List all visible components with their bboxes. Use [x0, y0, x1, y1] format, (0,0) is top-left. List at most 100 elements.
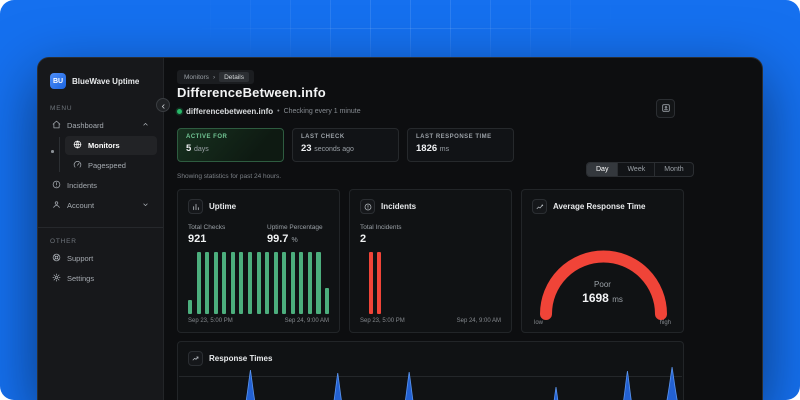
alert-circle-icon	[52, 180, 61, 191]
sidebar-item-label: Monitors	[88, 141, 120, 150]
breadcrumb-separator: ›	[212, 73, 216, 81]
card-title: Uptime	[209, 202, 237, 211]
status-up-dot	[177, 109, 182, 114]
sidebar-item-label: Pagespeed	[88, 161, 126, 170]
tab-month[interactable]: Month	[654, 163, 692, 176]
status-card-value: 23 seconds ago	[301, 143, 354, 154]
card-header: Incidents	[360, 199, 501, 214]
card-header: Uptime	[188, 199, 329, 214]
incidents-card: Incidents Total Incidents 2 Sep 23, 5:00…	[349, 189, 512, 333]
monitor-status-row: differencebetween.info • Checking every …	[177, 107, 361, 116]
x-end-label: Sep 24, 9:00 AM	[284, 318, 329, 324]
sidebar-item-label: Settings	[67, 274, 95, 283]
card-header: Response Times	[178, 342, 683, 366]
home-icon	[52, 120, 61, 131]
dashboard-subnav: Monitors Pagespeed	[51, 136, 163, 175]
uptime-metrics: Total Checks 921 Uptime Percentage 99.7 …	[188, 224, 329, 245]
status-cards-row: ACTIVE FOR 5 days LAST CHECK 23 seconds …	[177, 128, 514, 162]
card-title: Response Times	[209, 354, 273, 363]
sidebar-item-label: Account	[67, 201, 95, 210]
total-incidents-metric: Total Incidents 2	[360, 224, 402, 245]
chevron-up-icon	[142, 121, 149, 130]
sidebar-item-pagespeed[interactable]: Pagespeed	[65, 156, 157, 175]
avg-response-time-card: Average Response Time Poor 1698 ms low h…	[521, 189, 684, 333]
uptime-bar-chart[interactable]	[188, 252, 330, 314]
range-tabs: Day Week Month	[586, 162, 694, 177]
gauge-max-label: high	[659, 320, 671, 326]
app-logo: BU	[50, 73, 66, 89]
lifebuoy-icon	[52, 253, 61, 264]
line-chart-icon	[532, 199, 547, 214]
gear-icon	[52, 273, 61, 284]
card-title: Incidents	[381, 202, 417, 211]
trend-line-icon	[188, 351, 203, 366]
gauge-value: 1698 ms	[582, 291, 623, 305]
sidebar-item-label: Support	[67, 254, 94, 263]
incidents-bar-chart[interactable]	[360, 252, 501, 314]
bar-chart-icon	[188, 199, 203, 214]
active-for-card: ACTIVE FOR 5 days	[177, 128, 284, 162]
stat-cards-row: Uptime Total Checks 921 Uptime Percentag…	[177, 189, 684, 333]
sidebar-collapse-button[interactable]	[156, 98, 170, 112]
sidebar-item-dashboard[interactable]: Dashboard	[44, 116, 157, 135]
x-start-label: Sep 23, 5:00 PM	[188, 318, 233, 324]
app-window: BU BlueWave Uptime MENU Dashboard	[37, 57, 763, 400]
sidebar-item-settings[interactable]: Settings	[44, 269, 157, 288]
sidebar: BU BlueWave Uptime MENU Dashboard	[38, 58, 170, 400]
total-checks-metric: Total Checks 921	[188, 224, 226, 245]
brand-row: BU BlueWave Uptime	[38, 58, 163, 89]
tab-week[interactable]: Week	[617, 163, 654, 176]
status-card-label: LAST CHECK	[301, 134, 345, 140]
response-times-area-chart[interactable]	[179, 362, 682, 400]
settings-panel-icon	[661, 101, 671, 116]
gauge-status-label: Poor	[594, 280, 611, 289]
response-time-gauge[interactable]	[532, 244, 675, 322]
uptime-percentage-metric: Uptime Percentage 99.7 %	[267, 224, 323, 245]
person-icon	[52, 200, 61, 211]
gauge-arc	[540, 250, 667, 320]
background-grid-fade	[170, 0, 640, 68]
monitor-url: differencebetween.info	[186, 107, 274, 116]
sidebar-item-support[interactable]: Support	[44, 249, 157, 268]
last-check-card: LAST CHECK 23 seconds ago	[292, 128, 399, 162]
speedometer-icon	[73, 160, 82, 171]
alert-circle-icon	[360, 199, 375, 214]
main-content: Monitors › Details DifferenceBetween.inf…	[164, 58, 762, 400]
chevron-down-icon	[142, 201, 149, 210]
card-header: Average Response Time	[532, 199, 673, 214]
last-response-time-card: LAST RESPONSE TIME 1826 ms	[407, 128, 514, 162]
chevron-left-icon	[160, 98, 167, 113]
gauge-min-label: low	[534, 320, 544, 326]
sidebar-divider	[38, 227, 163, 228]
chart-gridline	[179, 376, 682, 377]
globe-icon	[73, 140, 82, 151]
status-card-value: 1826 ms	[416, 143, 450, 154]
tab-day[interactable]: Day	[587, 163, 618, 176]
stats-period-note: Showing statistics for past 24 hours.	[177, 173, 282, 180]
breadcrumb-details-chip: Details	[219, 72, 249, 82]
card-title: Average Response Time	[553, 202, 646, 211]
configure-monitor-button[interactable]	[656, 99, 675, 118]
breadcrumb-monitors-link[interactable]: Monitors	[184, 73, 209, 81]
x-end-label: Sep 24, 9:00 AM	[456, 318, 501, 324]
brand-name: BlueWave Uptime	[72, 76, 140, 86]
incidents-x-axis: Sep 23, 5:00 PM Sep 24, 9:00 AM	[360, 318, 501, 324]
response-times-card: Response Times	[177, 341, 684, 400]
sidebar-item-label: Dashboard	[67, 121, 104, 130]
uptime-card: Uptime Total Checks 921 Uptime Percentag…	[177, 189, 340, 333]
active-item-dot	[51, 150, 54, 153]
checking-interval-note: Checking every 1 minute	[283, 108, 361, 115]
page-title: DifferenceBetween.info	[177, 85, 326, 100]
dot-separator: •	[277, 108, 280, 115]
sidebar-item-account[interactable]: Account	[44, 196, 157, 215]
sidebar-item-label: Incidents	[67, 181, 98, 190]
status-card-value: 5 days	[186, 143, 209, 154]
sidebar-item-incidents[interactable]: Incidents	[44, 176, 157, 195]
uptime-x-axis: Sep 23, 5:00 PM Sep 24, 9:00 AM	[188, 318, 329, 324]
incidents-metrics: Total Incidents 2	[360, 224, 501, 245]
status-card-label: LAST RESPONSE TIME	[416, 134, 492, 140]
status-card-label: ACTIVE FOR	[186, 134, 228, 140]
other-section-label: OTHER	[50, 238, 77, 245]
sidebar-item-monitors[interactable]: Monitors	[51, 136, 157, 155]
